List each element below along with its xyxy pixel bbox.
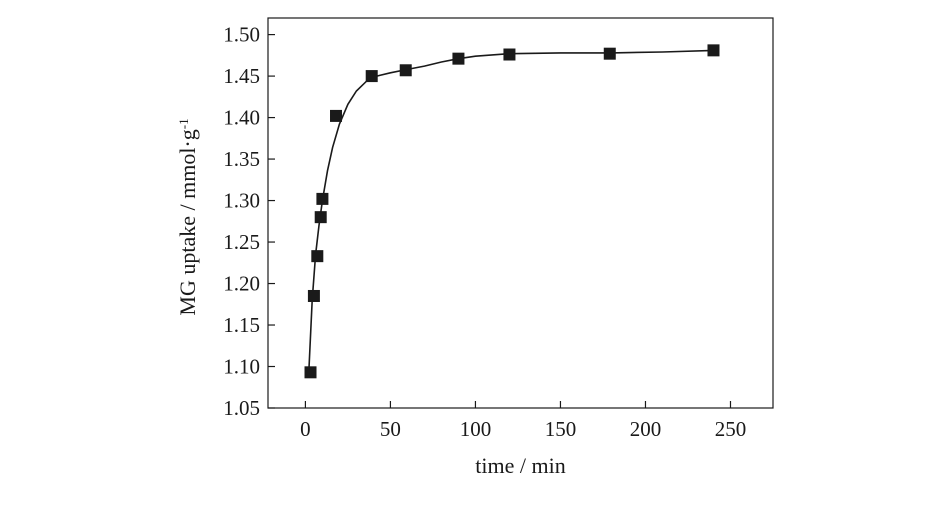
y-tick-label: 1.35 [223, 147, 260, 171]
data-point [314, 211, 327, 224]
x-tick-label: 250 [715, 417, 747, 441]
y-tick-label: 1.20 [223, 272, 260, 296]
plot-frame [267, 17, 774, 409]
y-tick-label: 1.45 [223, 64, 260, 88]
x-tick-label: 100 [460, 417, 492, 441]
data-point [503, 48, 516, 61]
y-tick-label: 1.15 [223, 313, 260, 337]
x-tick-label: 50 [380, 417, 401, 441]
y-axis-label-superscript: -1 [176, 118, 191, 129]
x-tick-label: 200 [630, 417, 662, 441]
y-tick-label: 1.25 [223, 230, 260, 254]
y-tick-label: 1.30 [223, 189, 260, 213]
y-tick-label: 1.10 [223, 355, 260, 379]
fitted-curve [308, 49, 714, 373]
data-markers [304, 44, 720, 379]
data-point [330, 109, 343, 122]
y-axis-label: MG uptake / mmol·g-1 [175, 118, 200, 315]
data-point [707, 44, 720, 57]
x-tick-label: 0 [300, 417, 311, 441]
data-point [399, 64, 412, 77]
y-axis-ticks: 1.05 1.10 1.15 1.20 1.25 1.30 1.35 1.40 1.45 1.50 [223, 23, 275, 420]
y-tick-label: 1.05 [223, 396, 260, 420]
y-tick-label: 1.40 [223, 106, 260, 130]
data-point [307, 289, 320, 302]
data-point [316, 192, 329, 205]
data-point [304, 366, 317, 379]
data-point [603, 47, 616, 60]
x-axis-label: time / min [475, 453, 565, 478]
data-point [311, 250, 324, 263]
y-axis-label-main: MG uptake / mmol·g [175, 129, 200, 315]
x-tick-label: 150 [545, 417, 577, 441]
data-point [452, 52, 465, 65]
y-tick-label: 1.50 [223, 23, 260, 47]
data-point [365, 70, 378, 83]
x-axis-ticks: 0 50 100 150 200 250 [300, 401, 746, 441]
